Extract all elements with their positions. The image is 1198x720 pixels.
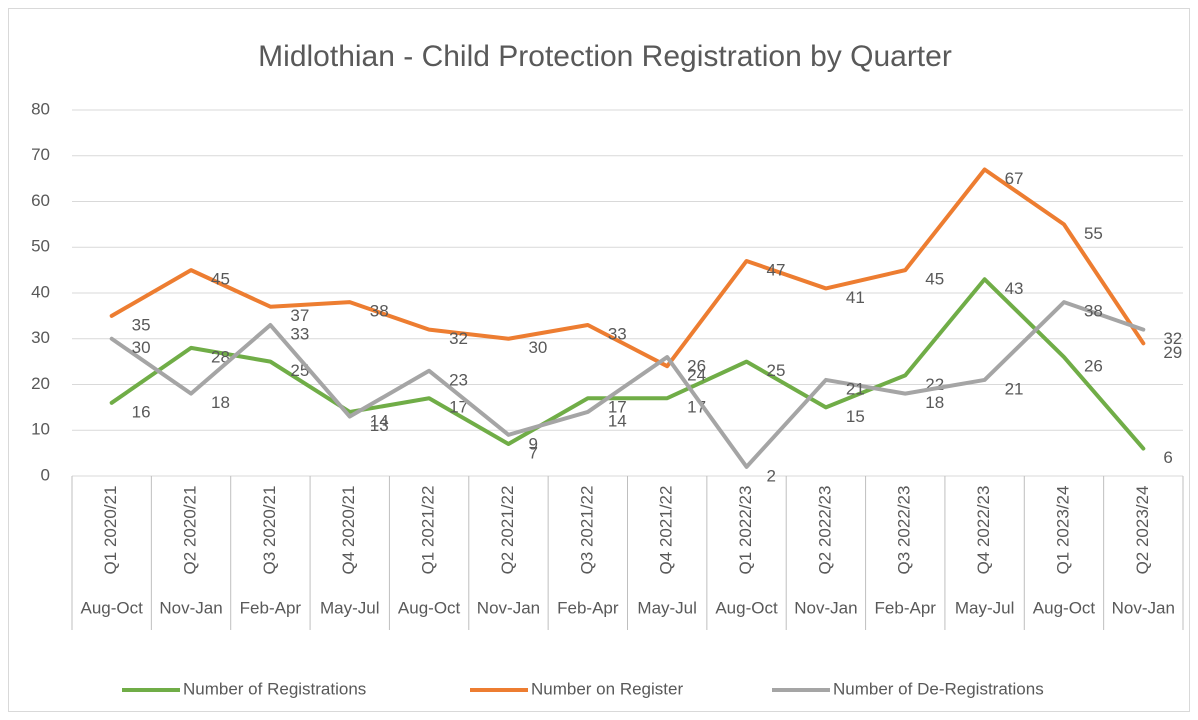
chart-border xyxy=(8,8,1190,712)
x-tick-label: Q2 2021/22 xyxy=(498,486,517,575)
data-label: 41 xyxy=(846,288,865,307)
y-tick-label: 10 xyxy=(31,420,50,439)
series-line xyxy=(109,167,1146,369)
y-tick-label: 0 xyxy=(41,465,50,484)
data-label: 43 xyxy=(1005,279,1024,298)
x-group-label: Nov-Jan xyxy=(1112,598,1175,617)
y-tick-label: 80 xyxy=(31,99,50,118)
y-tick-label: 70 xyxy=(31,145,50,164)
x-group-label: Nov-Jan xyxy=(794,598,857,617)
x-tick-label: Q1 2020/21 xyxy=(101,486,120,575)
data-label: 9 xyxy=(528,434,537,453)
data-label: 32 xyxy=(449,329,468,348)
data-label: 14 xyxy=(608,411,627,430)
data-label: 25 xyxy=(767,361,786,380)
data-label: 38 xyxy=(1084,302,1103,321)
data-label: 26 xyxy=(687,357,706,376)
x-tick-label: Q3 2022/23 xyxy=(895,486,914,575)
x-group-label: Feb-Apr xyxy=(557,598,619,617)
data-label: 17 xyxy=(449,398,468,417)
data-label: 15 xyxy=(846,407,865,426)
x-group-label: May-Jul xyxy=(637,598,697,617)
y-tick-label: 40 xyxy=(31,282,50,301)
x-tick-label: Q3 2020/21 xyxy=(260,486,279,575)
x-tick-label: Q4 2020/21 xyxy=(339,486,358,575)
data-label: 6 xyxy=(1163,448,1172,467)
x-group-label: Nov-Jan xyxy=(477,598,540,617)
x-tick-label: Q1 2021/22 xyxy=(419,486,438,575)
x-group-label: Aug-Oct xyxy=(1033,598,1096,617)
x-group-label: Nov-Jan xyxy=(159,598,222,617)
data-label: 32 xyxy=(1163,329,1182,348)
x-tick-label: Q3 2021/22 xyxy=(577,486,596,575)
x-group-label: May-Jul xyxy=(955,598,1015,617)
y-tick-label: 20 xyxy=(31,374,50,393)
data-label: 37 xyxy=(290,306,309,325)
data-label: 67 xyxy=(1005,169,1024,188)
data-label: 21 xyxy=(846,379,865,398)
data-label: 18 xyxy=(925,393,944,412)
data-label: 21 xyxy=(1005,379,1024,398)
y-tick-label: 60 xyxy=(31,191,50,210)
legend-label: Number on Register xyxy=(531,679,683,698)
data-label: 14 xyxy=(370,411,389,430)
x-tick-label: Q2 2022/23 xyxy=(815,486,834,575)
y-tick-label: 50 xyxy=(31,237,50,256)
x-group-label: Aug-Oct xyxy=(80,598,143,617)
data-label: 7 xyxy=(528,443,537,462)
data-label: 30 xyxy=(528,338,547,357)
legend-label: Number of De-Registrations xyxy=(833,679,1044,698)
data-label: 55 xyxy=(1084,224,1103,243)
x-tick-label: Q4 2021/22 xyxy=(657,486,676,575)
data-label: 23 xyxy=(449,370,468,389)
x-group-label: May-Jul xyxy=(320,598,380,617)
data-label: 47 xyxy=(767,260,786,279)
data-label: 38 xyxy=(370,302,389,321)
x-group-label: Aug-Oct xyxy=(398,598,461,617)
x-group-label: Aug-Oct xyxy=(715,598,778,617)
data-label: 24 xyxy=(687,366,706,385)
data-label: 30 xyxy=(132,338,151,357)
data-label: 13 xyxy=(370,416,389,435)
data-label: 16 xyxy=(132,402,151,421)
data-label: 45 xyxy=(211,270,230,289)
legend-label: Number of Registrations xyxy=(183,679,366,698)
data-label: 33 xyxy=(608,325,627,344)
y-tick-label: 30 xyxy=(31,328,50,347)
x-tick-label: Q2 2023/24 xyxy=(1133,486,1152,575)
series-line xyxy=(109,277,1146,451)
chart-title: Midlothian - Child Protection Registrati… xyxy=(258,40,952,73)
data-label: 18 xyxy=(211,393,230,412)
x-group-label: Feb-Apr xyxy=(875,598,937,617)
x-tick-label: Q2 2020/21 xyxy=(181,486,200,575)
x-tick-label: Q1 2022/23 xyxy=(736,486,755,575)
series-line xyxy=(109,300,1146,469)
x-tick-label: Q4 2022/23 xyxy=(974,486,993,575)
data-label: 26 xyxy=(1084,357,1103,376)
data-label: 17 xyxy=(608,398,627,417)
data-label: 33 xyxy=(290,325,309,344)
data-label: 45 xyxy=(925,270,944,289)
data-label: 2 xyxy=(767,466,776,485)
x-tick-label: Q1 2023/24 xyxy=(1053,486,1072,575)
data-label: 35 xyxy=(132,315,151,334)
x-group-label: Feb-Apr xyxy=(240,598,302,617)
data-label: 29 xyxy=(1163,343,1182,362)
